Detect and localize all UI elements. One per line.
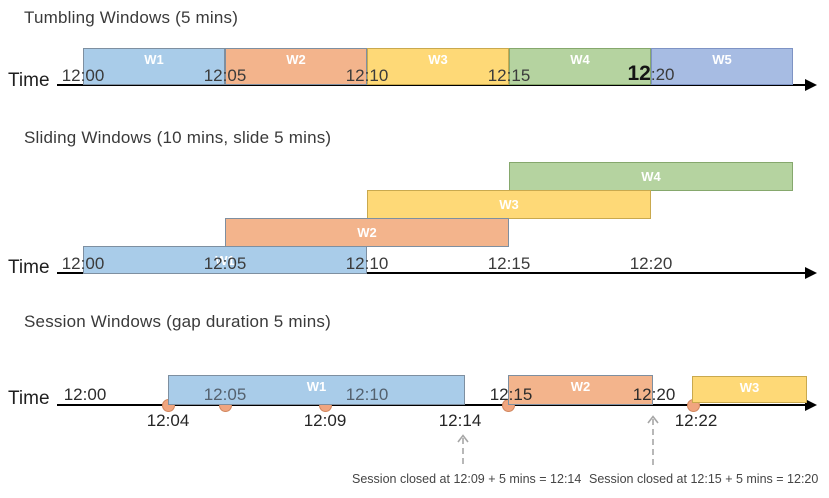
window-label: W4 [641,169,661,184]
session-timeline [57,404,807,406]
session-time-axis-label: Time [8,388,50,409]
tumbling-timeline-arrowhead-icon [805,79,817,91]
window-label: W3 [499,197,519,212]
sliding-timeline-arrowhead-icon [805,267,817,279]
sliding-tick-12-20: 12:20 [629,254,673,273]
sliding-window-w3: W3 [367,190,651,219]
window-label: W4 [570,52,590,67]
window-label: W2 [286,52,306,67]
tumbling-window-w3: W3 [367,48,509,85]
window-label: W3 [428,52,448,67]
session-close-annotation-2: Session closed at 12:15 + 5 mins = 12:20 [589,472,819,486]
session-close-annotation-1: Session closed at 12:09 + 5 mins = 12:14 [352,472,582,486]
tumbling-window-w2: W2 [225,48,367,85]
session-timeline-arrowhead-icon [805,399,817,411]
sliding-tick-12-15: 12:15 [487,254,531,273]
session-close-label-12-14: 12:14 [438,411,482,430]
sliding-timeline [57,272,807,274]
session-tick-12-10: 12:10 [345,385,389,404]
sliding-tick-12-10: 12:10 [345,254,389,273]
tumbling-tick-12-20: 12:20 [628,63,675,85]
event-label-12-22: 12:22 [674,411,718,430]
window-label: W1 [215,252,235,268]
tick-hour-part: 12 [627,62,651,85]
window-label: W2 [570,379,591,394]
session-tick-12-05: 12:05 [203,385,247,404]
window-label: W5 [712,52,732,67]
session-section-title: Session Windows (gap duration 5 mins) [24,312,331,331]
session-tick-12-20: 12:20 [632,385,676,404]
window-label: W1 [306,379,327,394]
sliding-window-w4: W4 [509,162,793,191]
tumbling-tick-12-00: 12:00 [61,66,105,85]
dashed-up-arrow-icon [647,415,659,467]
sliding-tick-12-05: 12:05 [203,254,247,273]
tumbling-window-w1: W1 [83,48,225,85]
session-tick-12-00: 12:00 [63,385,107,404]
session-window-w2: W2 [508,375,653,405]
tumbling-tick-12-10: 12:10 [345,66,389,85]
tick-minute-part: :20 [650,65,675,84]
window-label: W3 [739,380,760,395]
tumbling-tick-12-05: 12:05 [203,66,247,85]
sliding-window-w1: W1 [83,246,367,274]
event-label-12-04: 12:04 [146,411,190,430]
tumbling-timeline [57,84,807,86]
window-label: W2 [357,225,377,240]
sliding-tick-12-00: 12:00 [61,254,105,273]
session-window-w3: W3 [692,376,807,403]
dashed-up-arrow-icon [457,434,469,466]
tumbling-tick-12-15: 12:15 [487,66,531,85]
window-label: W1 [144,52,164,67]
sliding-section-title: Sliding Windows (10 mins, slide 5 mins) [24,128,332,147]
sliding-time-axis-label: Time [8,257,50,278]
sliding-window-w2: W2 [225,218,509,247]
session-window-w1: W1 [168,375,465,405]
session-tick-12-15: 12:15 [489,385,533,404]
tumbling-section-title: Tumbling Windows (5 mins) [24,8,239,27]
tumbling-time-axis-label: Time [8,70,50,91]
event-label-12-09: 12:09 [303,411,347,430]
tumbling-window-w4: W4 [509,48,651,85]
tumbling-window-w5: W5 [651,48,793,85]
